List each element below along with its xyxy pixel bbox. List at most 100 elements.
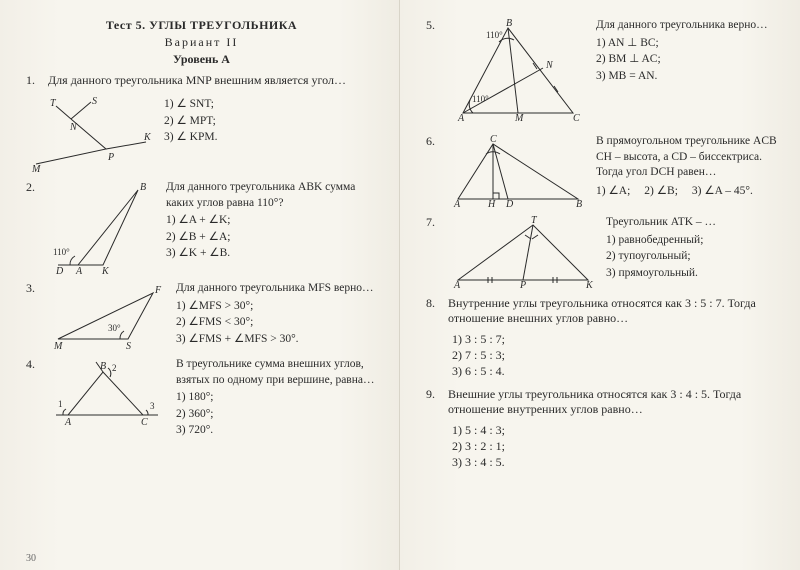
svg-text:110°: 110° [486, 30, 503, 40]
svg-text:K: K [101, 266, 110, 275]
q6-opt2: 2) ∠B; [644, 184, 678, 200]
svg-text:C: C [141, 417, 148, 427]
q7-num: 7. [426, 215, 440, 230]
question-5: 5. 110° 110° A B C M N [426, 18, 778, 128]
q6-text: В прямоугольном треугольнике ACB CH – вы… [596, 134, 778, 181]
q6-diagram: A C B H D [448, 134, 588, 209]
q4-num: 4. [26, 357, 40, 372]
svg-text:S: S [92, 96, 97, 107]
svg-text:110°: 110° [53, 247, 70, 257]
svg-text:A: A [453, 280, 461, 290]
svg-text:N: N [545, 60, 554, 71]
q9-opt2: 2) 3 : 2 : 1; [452, 439, 778, 454]
q1-opt3: 3) ∠ KPM. [164, 130, 377, 146]
question-9: 9. Внешние углы треугольника относятся к… [426, 387, 778, 470]
q3-diagram: 30° M S F [48, 281, 168, 351]
svg-text:A: A [453, 199, 461, 209]
q7-text: Треугольник ATK – … [606, 215, 778, 231]
q1-opt2: 2) ∠ MPT; [164, 114, 377, 130]
q7-diagram: A T K P [448, 215, 598, 290]
q8-text: Внутренние углы треугольника относятся к… [448, 296, 778, 326]
svg-text:A: A [75, 266, 83, 275]
q4-text: В треугольнике сумма внешних углов, взят… [176, 357, 377, 388]
q6-opt1: 1) ∠A; [596, 184, 630, 200]
svg-text:B: B [576, 199, 582, 209]
q3-opt1: 1) ∠MFS > 30°; [176, 299, 377, 315]
svg-text:A: A [457, 113, 465, 124]
q4-opt3: 3) 720°. [176, 423, 377, 439]
svg-text:110°: 110° [472, 94, 489, 104]
svg-text:H: H [487, 199, 496, 209]
left-page-number: 30 [26, 553, 36, 564]
svg-text:M: M [53, 341, 63, 351]
svg-text:F: F [154, 285, 162, 296]
q1-num: 1. [26, 73, 40, 88]
svg-text:D: D [55, 266, 64, 275]
question-3: 3. 30° M S F Для данного треугольника MF… [26, 281, 377, 351]
svg-text:T: T [50, 98, 57, 109]
svg-text:S: S [126, 341, 131, 351]
svg-text:M: M [514, 113, 524, 124]
level-label: Уровень А [26, 52, 377, 67]
q7-opt2: 2) тупоугольный; [606, 249, 778, 265]
left-page: Тест 5. УГЛЫ ТРЕУГОЛЬНИКА Вариант II Уро… [0, 0, 400, 570]
q1-diagram: M P K N T S [26, 94, 156, 174]
q5-num: 5. [426, 18, 440, 33]
question-1: 1. Для данного треугольника MNP внешним … [26, 73, 377, 174]
svg-text:M: M [31, 164, 41, 174]
q4-opt1: 1) 180°; [176, 390, 377, 406]
svg-text:B: B [100, 361, 106, 372]
question-7: 7. A T K P Треугольник ATK – … [426, 215, 778, 290]
svg-text:T: T [531, 215, 538, 226]
svg-text:C: C [573, 113, 580, 124]
q4-opt2: 2) 360°; [176, 407, 377, 423]
q9-opt1: 1) 5 : 4 : 3; [452, 423, 778, 438]
book-spread: Тест 5. УГЛЫ ТРЕУГОЛЬНИКА Вариант II Уро… [0, 0, 800, 570]
q8-opt2: 2) 7 : 5 : 3; [452, 348, 778, 363]
svg-text:B: B [506, 18, 512, 29]
question-6: 6. A C B H D В прямоугольном треугольник… [426, 134, 778, 209]
question-8: 8. Внутренние углы треугольника относятс… [426, 296, 778, 379]
q2-text: Для данного треугольника ABK сумма каких… [166, 180, 377, 211]
q3-num: 3. [26, 281, 40, 296]
q6-opt3: 3) ∠A – 45°. [692, 184, 753, 200]
svg-text:B: B [140, 182, 146, 193]
q3-opt3: 3) ∠FMS + ∠MFS > 30°. [176, 332, 377, 348]
q6-num: 6. [426, 134, 440, 149]
q4-diagram: 1 2 3 A B C [48, 357, 168, 427]
svg-text:K: K [585, 280, 594, 290]
q7-opt1: 1) равнобедренный; [606, 233, 778, 249]
q3-opt2: 2) ∠FMS < 30°; [176, 315, 377, 331]
q8-opt3: 3) 6 : 5 : 4. [452, 364, 778, 379]
q5-text: Для данного треугольника верно… [596, 18, 778, 34]
q3-text: Для данного треугольника MFS верно… [176, 281, 377, 297]
svg-text:A: A [64, 417, 72, 427]
svg-text:K: K [143, 132, 152, 143]
q5-opt1: 1) AN ⊥ BC; [596, 36, 778, 52]
svg-text:30°: 30° [108, 323, 121, 333]
q1-opt1: 1) ∠ SNT; [164, 97, 377, 113]
svg-text:2: 2 [112, 363, 117, 373]
q5-opt2: 2) BM ⊥ AC; [596, 52, 778, 68]
svg-text:D: D [505, 199, 514, 209]
svg-text:1: 1 [58, 399, 63, 409]
svg-text:P: P [107, 152, 114, 163]
q9-opt3: 3) 3 : 4 : 5. [452, 455, 778, 470]
q2-opt3: 3) ∠K + ∠B. [166, 246, 377, 262]
q5-diagram: 110° 110° A B C M N [448, 18, 588, 128]
svg-text:N: N [69, 122, 78, 133]
variant-label: Вариант II [26, 35, 377, 50]
q2-num: 2. [26, 180, 40, 195]
q9-num: 9. [426, 387, 440, 417]
right-page: 5. 110° 110° A B C M N [400, 0, 800, 570]
q5-opt3: 3) MB = AN. [596, 69, 778, 85]
q7-opt3: 3) прямоугольный. [606, 266, 778, 282]
svg-text:P: P [519, 280, 526, 290]
q8-opt1: 1) 3 : 5 : 7; [452, 332, 778, 347]
q2-opt2: 2) ∠B + ∠A; [166, 230, 377, 246]
q9-text: Внешние углы треугольника относятся как … [448, 387, 778, 417]
svg-text:C: C [490, 134, 497, 145]
question-4: 4. 1 2 3 A B C В треугольн [26, 357, 377, 440]
q2-diagram: 110° D A K B [48, 180, 158, 275]
q2-opt1: 1) ∠A + ∠K; [166, 213, 377, 229]
